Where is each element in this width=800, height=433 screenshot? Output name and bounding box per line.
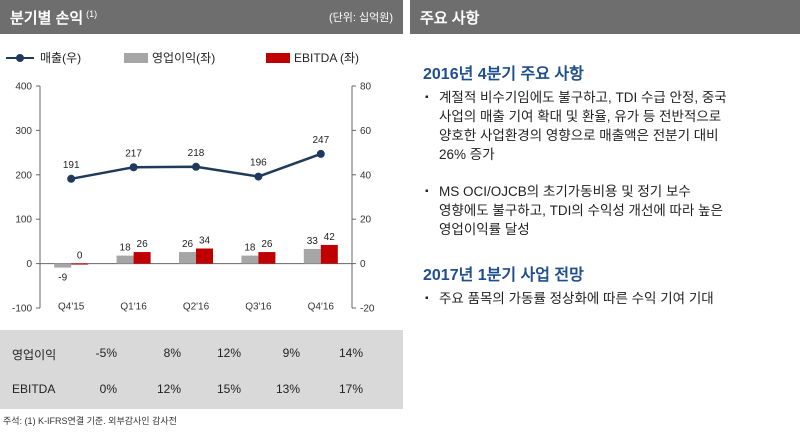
margin-cell: -5% [95, 346, 117, 360]
margin-cell: 12% [216, 346, 241, 360]
quarterly-chart: 매출(우) 영업이익(좌) EBITDA (좌)-1000100200300400-… [6, 51, 375, 315]
op-income-bar [303, 248, 321, 264]
margin-row-label: 영업이익 [12, 348, 57, 362]
op-income-data-label: -9 [58, 273, 67, 284]
left-tick-label: 100 [15, 215, 32, 226]
ebitda-data-label: 34 [199, 236, 211, 247]
sales-data-label: 196 [250, 158, 267, 169]
right-tick-label: -20 [360, 304, 375, 315]
margin-row: EBITDA 0% 12% 15% 13% 17% [0, 382, 403, 402]
legend-label-op-income: 영업이익(좌) [152, 51, 215, 65]
left-tick-label: -100 [12, 304, 32, 315]
ebitda-bar [258, 252, 276, 264]
bullet-icon: ▪ [425, 92, 429, 103]
op-income-data-label: 33 [307, 236, 319, 247]
category-label: Q3'16 [245, 302, 272, 313]
bullet-icon: ▪ [425, 293, 429, 304]
margin-row-label: EBITDA [12, 382, 56, 396]
op-income-data-label: 26 [182, 239, 194, 250]
margin-row: 영업이익 -5% 8% 12% 9% 14% [0, 346, 403, 366]
margin-cell: 15% [216, 382, 241, 396]
op-income-data-label: 18 [244, 243, 256, 254]
right-tick-label: 20 [360, 215, 372, 226]
bullet-line: 계절적 비수기임에도 불구하고, TDI 수급 안정, 중국 [439, 90, 727, 105]
bullet-line: 영업이익률 달성 [439, 222, 530, 237]
section-title: 2017년 1분기 사업 전망 [423, 267, 584, 284]
op-income-bar [241, 255, 259, 264]
sales-point [192, 162, 200, 171]
right-tick-label: 40 [360, 170, 372, 181]
bullet-line: 사업의 매출 기여 확대 및 환율, 유가 등 전반적으로 [439, 109, 722, 124]
panel-title-text: 분기별 손익 [10, 9, 84, 27]
sales-data-label: 217 [125, 148, 142, 159]
sales-data-label: 247 [312, 135, 329, 146]
bullet-line: 주요 품목의 가동률 정상화에 따른 수익 기여 기대 [439, 291, 714, 306]
unit-label: (단위: 십억원) [328, 12, 393, 24]
left-tick-label: 300 [15, 126, 32, 137]
bullet-line: 영향에도 불구하고, TDI의 수익성 개선에 따라 높은 [439, 203, 723, 218]
ebitda-bar [133, 252, 151, 264]
left-panel-header: 분기별 손익 (1) (단위: 십억원) [0, 0, 403, 34]
bullet-item: ▪ 주요 품목의 가동률 정상화에 따른 수익 기여 기대 [423, 289, 793, 308]
left-tick-label: 200 [15, 170, 32, 181]
ebitda-bar [196, 248, 213, 264]
op-income-bar [179, 252, 196, 264]
margin-cell: 8% [163, 346, 181, 360]
bullet-line: 26% 증가 [439, 147, 495, 162]
footnote-marker: (1) [86, 8, 98, 19]
ebitda-bar [71, 263, 89, 265]
op-income-bar [54, 263, 72, 268]
op-income-bar [116, 255, 134, 264]
category-label: Q1'16 [120, 302, 147, 313]
bullet-line: MS OCI/OJCB의 초기가동비용 및 정기 보수 [439, 184, 691, 199]
legend-label-ebitda: EBITDA (좌) [294, 51, 359, 65]
margin-table: 영업이익 -5% 8% 12% 9% 14% EBITDA 0% 12% 15% 13% 17% [0, 330, 403, 409]
sales-point [254, 172, 263, 181]
key-points: 2016년 4분기 주요 사항 ▪ 계절적 비수기임에도 불구하고, TDI 수급 … [423, 60, 793, 308]
bullet-icon: ▪ [425, 186, 429, 197]
sales-point [129, 163, 138, 172]
ebitda-data-label: 26 [261, 239, 273, 250]
margin-cell: 9% [282, 346, 300, 360]
legend-label-sales: 매출(우) [40, 51, 81, 65]
footnote: 주석: (1) K-IFRS연결 기준. 외부감사인 감사전 [3, 416, 177, 426]
section-title: 2016년 4분기 주요 사항 [423, 66, 584, 83]
category-label: Q4'15 [58, 302, 85, 313]
legend-line-marker [16, 54, 24, 62]
right-tick-label: 0 [360, 259, 366, 270]
left-tick-label: 400 [15, 82, 32, 93]
panel-title: 분기별 손익 (1) [10, 7, 97, 28]
margin-cell: 17% [338, 382, 363, 396]
ebitda-data-label: 42 [324, 232, 336, 243]
margin-cell: 13% [275, 382, 300, 396]
category-label: Q2'16 [183, 302, 210, 313]
margin-cell: 0% [99, 382, 117, 396]
op-income-data-label: 18 [120, 243, 132, 254]
right-tick-label: 80 [360, 82, 372, 93]
sales-data-label: 218 [188, 148, 205, 159]
ebitda-data-label: 26 [137, 239, 149, 250]
bullet-line: 양호한 사업환경의 영향으로 매출액은 전분기 대비 [439, 128, 719, 143]
panel-title: 주요 사항 [420, 9, 480, 27]
legend-red-swatch [266, 53, 290, 63]
category-label: Q4'16 [308, 302, 335, 313]
sales-point [67, 174, 76, 183]
sales-point [316, 149, 325, 158]
margin-cell: 14% [338, 346, 363, 360]
margin-cell: 12% [156, 382, 181, 396]
ebitda-data-label: 0 [77, 251, 83, 262]
left-tick-label: 0 [26, 259, 32, 270]
ebitda-bar [320, 244, 338, 264]
sales-data-label: 191 [63, 160, 80, 171]
right-panel-header: 주요 사항 [410, 0, 800, 34]
right-tick-label: 60 [360, 126, 372, 137]
legend-grey-swatch [124, 53, 148, 63]
